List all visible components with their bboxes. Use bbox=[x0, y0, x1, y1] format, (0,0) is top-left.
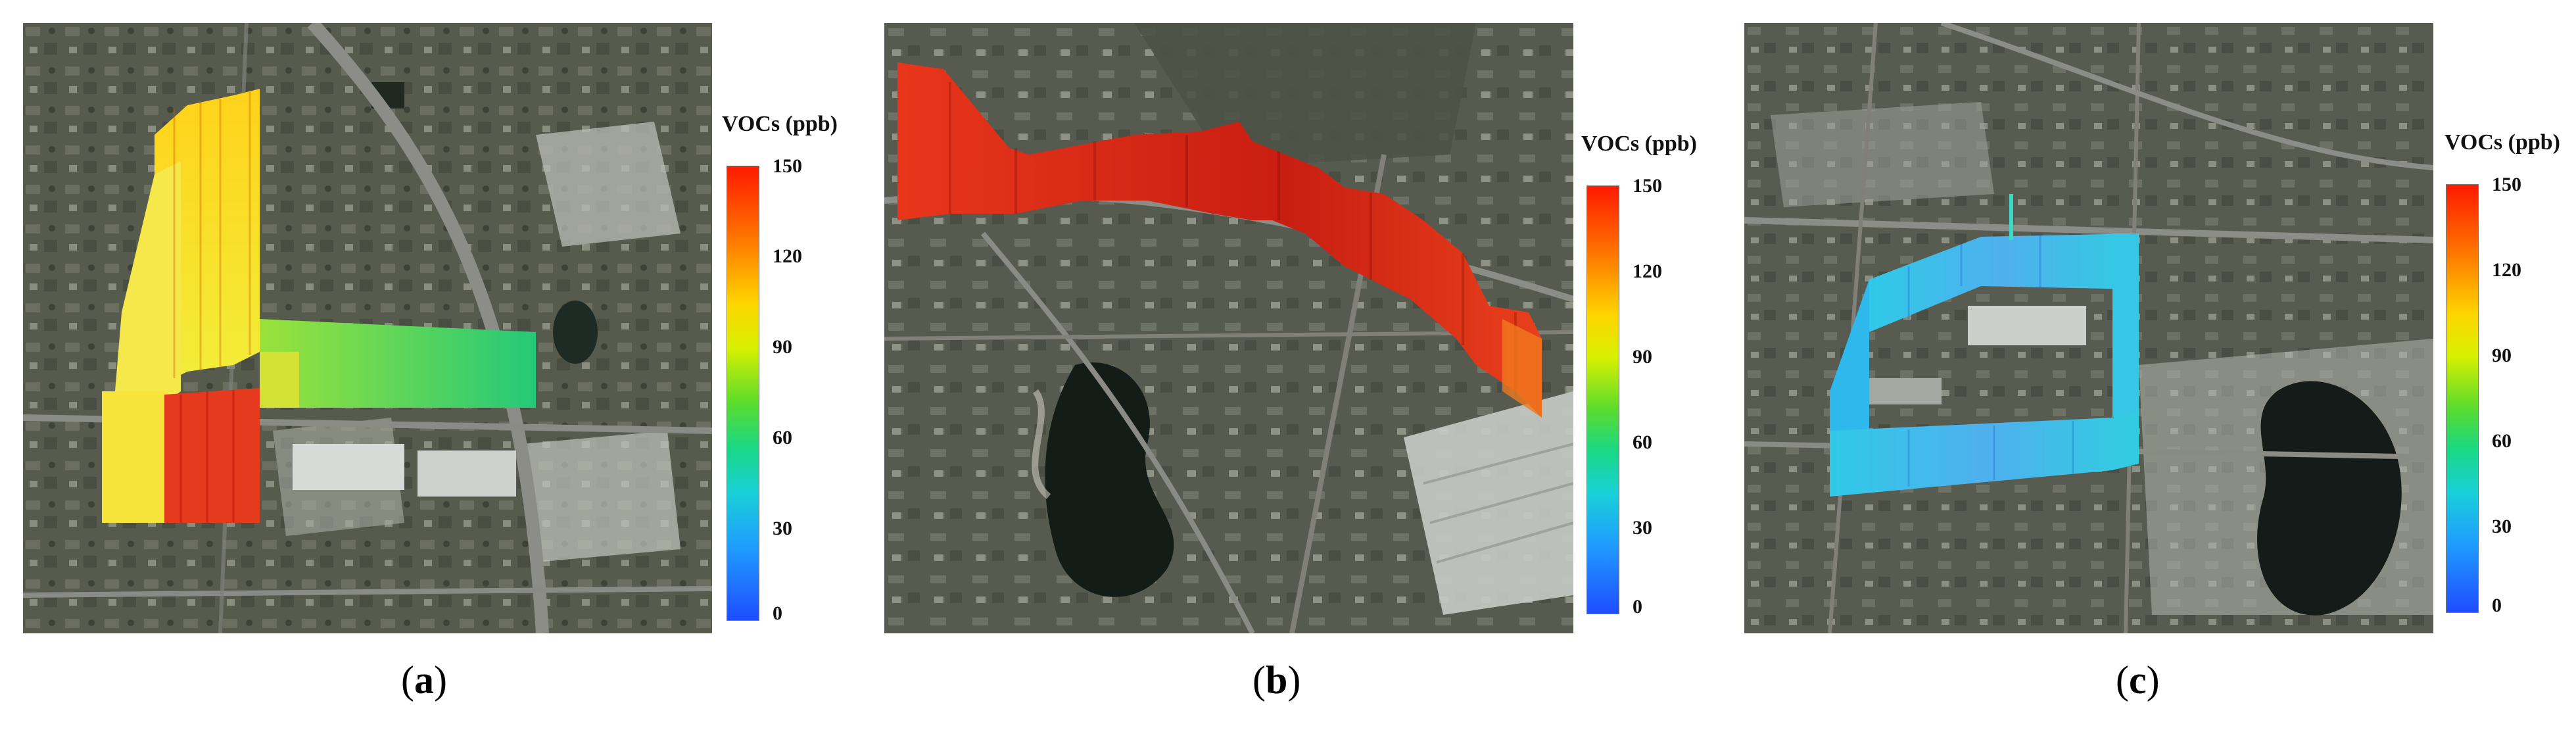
lake-c bbox=[2257, 381, 2402, 616]
colorbar-tick-a-0: 0 bbox=[773, 602, 782, 624]
voc-wall-south-hotspot bbox=[164, 388, 260, 523]
colorbar-tick-c-90: 90 bbox=[2492, 345, 2512, 366]
voc-wall-east bbox=[260, 319, 536, 408]
voc-wall-north bbox=[1869, 233, 2139, 332]
voc-wall-ribbon bbox=[897, 62, 1542, 418]
colorbar-tick-c-60: 60 bbox=[2492, 430, 2512, 452]
colorbar-tick-a-120: 120 bbox=[773, 245, 802, 267]
colorbar-tick-c-30: 30 bbox=[2492, 516, 2512, 537]
colorbar-tick-a-90: 90 bbox=[773, 336, 792, 358]
colorbar-tick-b-90: 90 bbox=[1633, 346, 1652, 368]
colorbar-tick-a-150: 150 bbox=[773, 155, 802, 177]
panel-label-a: (a) bbox=[401, 658, 447, 702]
colorbar-tick-b-30: 30 bbox=[1633, 517, 1652, 539]
colorbar-tick-c-0: 0 bbox=[2492, 595, 2502, 616]
colorbar-a bbox=[727, 166, 759, 621]
colorbar-title-c: VOCs (ppb) bbox=[2445, 130, 2560, 155]
panel-label-b: (b) bbox=[1252, 658, 1301, 702]
colorbar-c bbox=[2446, 184, 2479, 613]
lake-b bbox=[1045, 362, 1174, 597]
map-panel-a bbox=[23, 23, 712, 633]
colorbar-tick-b-60: 60 bbox=[1633, 431, 1652, 453]
voc-wall-south bbox=[1830, 411, 2139, 497]
colorbar-tick-c-150: 150 bbox=[2492, 174, 2521, 195]
colorbar-tick-c-120: 120 bbox=[2492, 259, 2521, 281]
satellite-basemap-c bbox=[1744, 23, 2433, 633]
voc-wall-east bbox=[2112, 233, 2139, 464]
colorbar-tick-b-0: 0 bbox=[1633, 596, 1642, 618]
colorbar-tick-a-60: 60 bbox=[773, 427, 792, 449]
colorbar-tick-b-150: 150 bbox=[1633, 175, 1662, 197]
colorbar-tick-b-120: 120 bbox=[1633, 260, 1662, 282]
colorbar-b bbox=[1586, 185, 1619, 614]
satellite-basemap-a bbox=[23, 23, 712, 633]
colorbar-title-a: VOCs (ppb) bbox=[722, 112, 838, 136]
colorbar-tick-a-30: 30 bbox=[773, 518, 792, 539]
satellite-basemap-b bbox=[884, 23, 1573, 633]
colorbar-title-b: VOCs (ppb) bbox=[1581, 132, 1697, 156]
panel-label-c: (c) bbox=[2116, 658, 2160, 702]
map-panel-c bbox=[1744, 23, 2433, 633]
map-panel-b bbox=[884, 23, 1573, 633]
